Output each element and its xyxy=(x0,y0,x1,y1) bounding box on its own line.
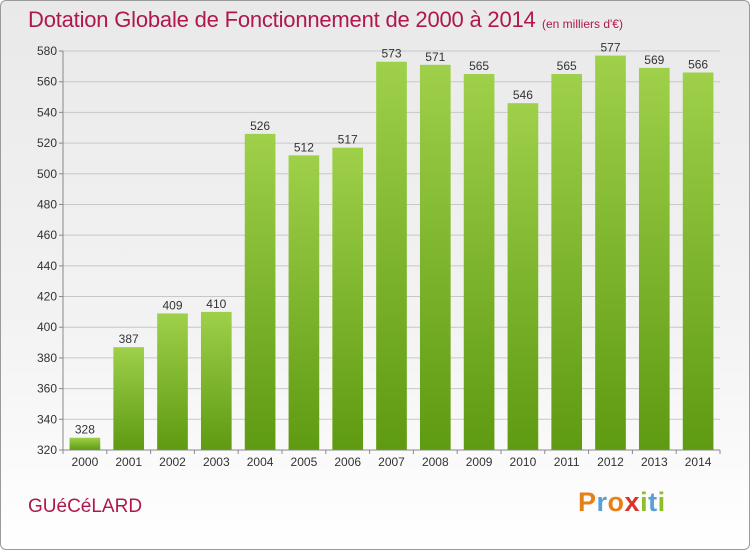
data-label: 569 xyxy=(644,53,664,67)
commune-name: GUéCéLARD xyxy=(28,496,143,517)
y-tick-label: 520 xyxy=(37,136,57,150)
data-label: 546 xyxy=(513,88,533,102)
x-tick-label: 2012 xyxy=(597,455,624,469)
bar xyxy=(419,64,451,451)
bar xyxy=(200,311,232,450)
data-label: 387 xyxy=(119,332,139,346)
x-tick-label: 2006 xyxy=(334,455,361,469)
data-label: 565 xyxy=(557,59,577,73)
bar xyxy=(69,437,101,450)
bars xyxy=(69,55,714,451)
bar xyxy=(113,347,145,450)
axes xyxy=(59,50,721,454)
data-label: 517 xyxy=(338,133,358,147)
x-tick-label: 2007 xyxy=(378,455,405,469)
x-tick-label: 2009 xyxy=(466,455,493,469)
x-tick-label: 2008 xyxy=(422,455,449,469)
x-tick-label: 2001 xyxy=(115,455,142,469)
bar xyxy=(244,133,276,450)
logo-letter: i xyxy=(640,487,649,517)
data-label: 573 xyxy=(381,47,401,61)
data-label: 409 xyxy=(162,298,182,312)
y-tick-label: 420 xyxy=(37,290,57,304)
x-tick-label: 2004 xyxy=(247,455,274,469)
x-tick-label: 2000 xyxy=(72,455,99,469)
data-label: 512 xyxy=(294,140,314,154)
data-label: 565 xyxy=(469,59,489,73)
logo-letter: i xyxy=(657,487,666,517)
data-label: 571 xyxy=(425,50,445,64)
chart-unit: (en milliers d'€) xyxy=(542,17,623,31)
bar xyxy=(551,74,583,451)
bar xyxy=(682,72,714,450)
data-label: 410 xyxy=(206,297,226,311)
y-tick-label: 480 xyxy=(37,197,57,211)
logo-letter: r xyxy=(596,487,608,517)
y-tick-label: 560 xyxy=(37,75,57,89)
y-tick-label: 440 xyxy=(37,259,57,273)
y-tick-label: 400 xyxy=(37,320,57,334)
bar xyxy=(332,147,364,450)
data-label: 526 xyxy=(250,119,270,133)
bar xyxy=(288,155,320,450)
y-tick-label: 540 xyxy=(37,105,57,119)
y-tick-label: 500 xyxy=(37,167,57,181)
bar xyxy=(595,55,626,450)
x-tick-label: 2011 xyxy=(554,455,580,469)
bar xyxy=(507,103,539,450)
logo-letter: t xyxy=(648,487,658,517)
x-tick-label: 2003 xyxy=(203,455,230,469)
data-label: 328 xyxy=(75,423,95,437)
bar xyxy=(157,313,188,450)
bar xyxy=(638,67,670,450)
x-tick-label: 2010 xyxy=(510,455,537,469)
data-label: 577 xyxy=(600,41,620,55)
x-tick-label: 2002 xyxy=(159,455,186,469)
y-tick-label: 360 xyxy=(37,382,57,396)
proxiti-logo: Proxiti xyxy=(578,487,666,518)
y-tick-label: 460 xyxy=(37,228,57,242)
x-tick-label: 2005 xyxy=(291,455,318,469)
y-tick-label: 580 xyxy=(37,44,57,58)
x-tick-label: 2013 xyxy=(641,455,668,469)
y-tick-label: 320 xyxy=(37,443,57,457)
x-tick-label: 2014 xyxy=(685,455,712,469)
labels: 320 340 360 380 400 420 440 460 480 500 520 540 560 5… xyxy=(37,41,712,469)
chart-title: Dotation Globale de Fonctionnement de 20… xyxy=(28,7,536,32)
y-tick-label: 340 xyxy=(37,412,57,426)
logo-letter: x xyxy=(624,487,641,517)
data-label: 566 xyxy=(688,57,708,71)
logo-letter: P xyxy=(578,487,597,517)
y-tick-label: 380 xyxy=(37,351,57,365)
bar xyxy=(376,61,407,450)
logo-letter: o xyxy=(607,487,625,517)
bar xyxy=(463,74,495,451)
